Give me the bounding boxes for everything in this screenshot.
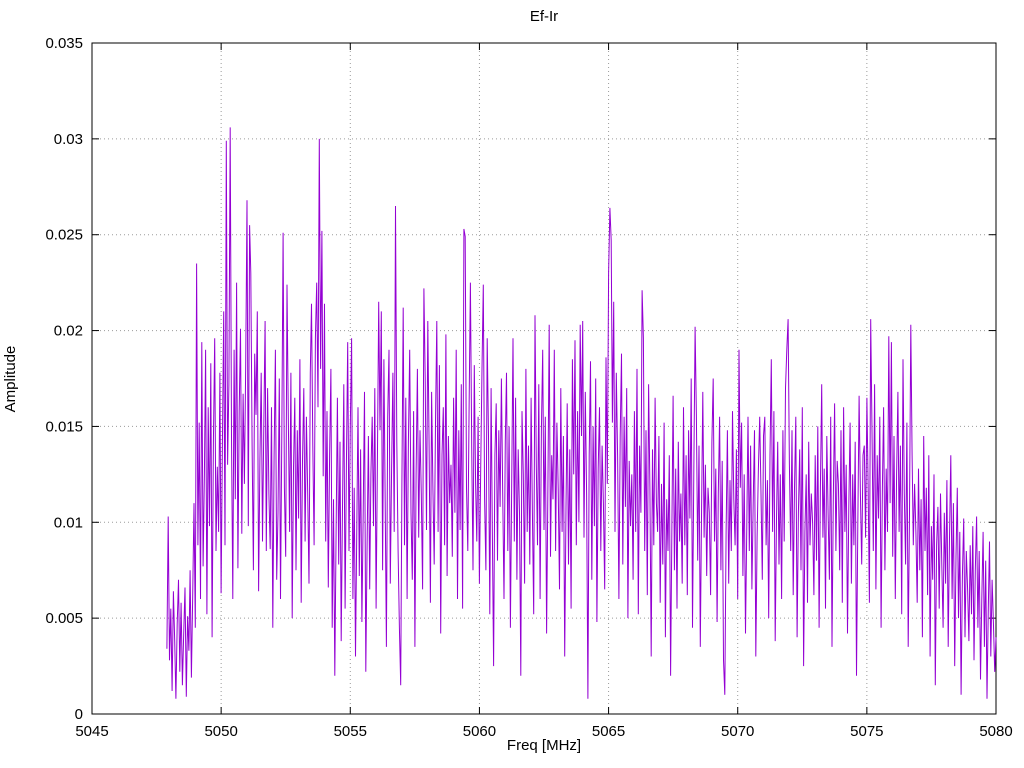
x-axis-label: Freq [MHz] xyxy=(507,737,581,754)
x-tick-label: 5045 xyxy=(75,723,108,740)
x-tick-label: 5055 xyxy=(334,723,367,740)
y-tick-label: 0 xyxy=(75,706,83,723)
x-tick-label: 5065 xyxy=(592,723,625,740)
x-tick-label: 5070 xyxy=(721,723,754,740)
y-axis-label: Amplitude xyxy=(2,346,19,413)
x-tick-label: 5075 xyxy=(850,723,883,740)
y-tick-label: 0.02 xyxy=(54,323,83,340)
y-tick-label: 0.035 xyxy=(45,35,83,52)
y-tick-label: 0.025 xyxy=(45,227,83,244)
y-tick-label: 0.005 xyxy=(45,610,83,627)
plot-border xyxy=(91,42,997,715)
y-tick-label: 0.01 xyxy=(54,514,83,531)
x-tick-label: 5050 xyxy=(204,723,237,740)
y-tick-label: 0.015 xyxy=(45,418,83,435)
y-tick-label: 0.03 xyxy=(54,131,83,148)
x-tick-label: 5060 xyxy=(463,723,496,740)
chart-title: Ef-Ir xyxy=(530,8,558,25)
x-tick-label: 5080 xyxy=(979,723,1012,740)
plot-generated-layer: 5045 5050 5055 5060 5065 5070 5075 5080 0 0.005 0.… xyxy=(45,35,1012,740)
spectrum-line xyxy=(166,127,997,699)
